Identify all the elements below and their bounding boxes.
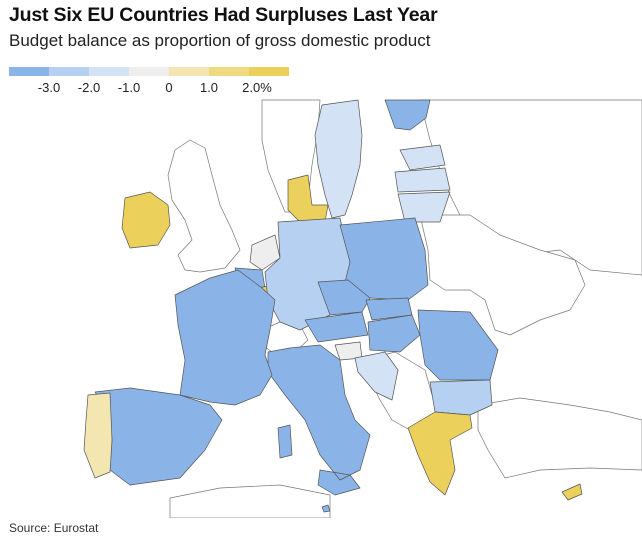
legend-swatch-7 [249,67,289,76]
country-romania [417,309,499,381]
country-denmark [287,174,329,223]
country-austria [304,311,369,343]
country-czechia [317,279,371,316]
legend-swatch-5 [169,67,209,76]
chart-title: Just Six EU Countries Had Surpluses Last… [9,4,438,26]
legend-tick-label: -3.0 [37,80,61,95]
legend-tick-label: -1.0 [117,80,141,95]
ukraine-belarus-outline [419,214,586,336]
country-estonia [399,144,446,171]
country-netherlands [249,234,281,271]
legend-swatch-2 [49,67,89,76]
chart-subtitle: Budget balance as proportion of gross do… [9,31,431,50]
legend-tick-label: 2.0% [242,80,272,95]
country-italy [267,344,371,496]
country-finland [384,99,431,131]
legend-tick-label: 0 [165,80,173,95]
source-note: Source: Eurostat [9,521,99,535]
country-latvia [394,167,451,193]
europe-map [83,99,642,518]
country-sweden [314,99,363,219]
uk-outline [167,139,241,273]
country-ireland [121,191,171,249]
north-africa-outline [169,484,331,518]
legend-swatch-1 [9,67,49,76]
country-malta [321,504,331,513]
legend-tick-label: -2.0 [77,80,101,95]
country-bulgaria [429,379,493,416]
country-hungary [367,314,421,353]
country-france [174,269,276,406]
country-spain [94,387,223,486]
country-portugal [83,392,113,479]
country-cyprus [561,483,583,501]
color-legend: -3.0 -2.0 -1.0 0 1.0 2.0% [9,67,289,97]
turkey-outline [477,397,642,479]
legend-swatch-4 [129,67,169,76]
legend-swatch-6 [209,67,249,76]
legend-swatch-3 [89,67,129,76]
country-croatia [354,351,399,401]
legend-tick-label: 1.0 [199,80,219,95]
country-greece [407,411,473,496]
country-lithuania [397,191,451,223]
